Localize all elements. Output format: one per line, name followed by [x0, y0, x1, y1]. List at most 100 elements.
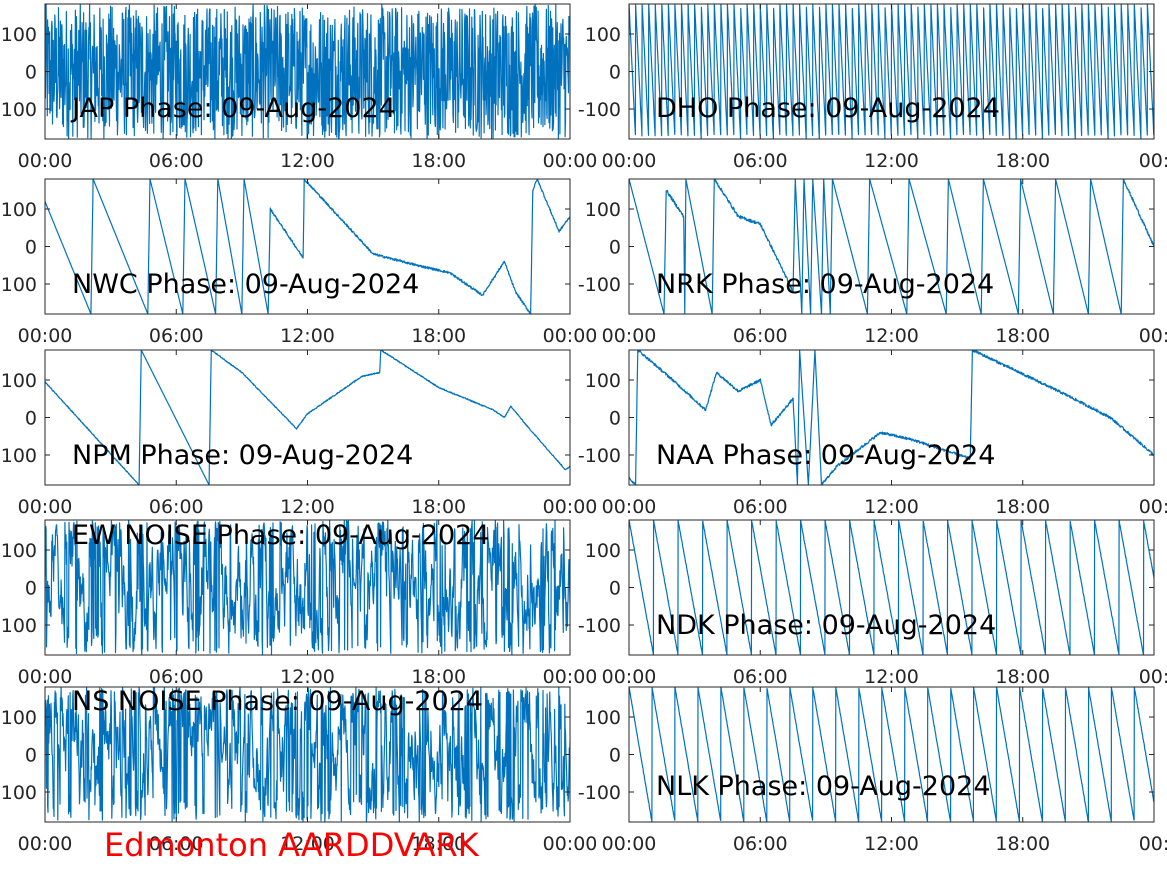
x-tick-label: 00:00 [602, 325, 657, 347]
panel-title: NS NOISE Phase: 09-Aug-2024 [72, 686, 483, 717]
x-tick-label: 18:00 [995, 833, 1050, 855]
y-tick-label: 0 [609, 578, 621, 600]
x-tick-label: 12:00 [864, 833, 919, 855]
x-tick-label: 00:00 [543, 496, 598, 518]
y-tick-label: -100 [578, 99, 621, 121]
y-tick-label: 0 [25, 408, 37, 430]
x-tick-label: 00:00 [602, 833, 657, 855]
x-tick-label: 18:00 [995, 496, 1050, 518]
panel-title: NLK Phase: 09-Aug-2024 [656, 771, 991, 802]
x-tick-label: 00:00 [543, 325, 598, 347]
panel-title: NPM Phase: 09-Aug-2024 [72, 440, 413, 471]
x-tick-label: 12:00 [280, 496, 335, 518]
x-tick-label: 06:00 [733, 150, 788, 172]
phase-trace [45, 520, 570, 655]
y-tick-label: -100 [578, 782, 621, 804]
y-tick-label: 0 [25, 237, 37, 259]
phase-trace [629, 179, 1154, 314]
panel-title: DHO Phase: 09-Aug-2024 [656, 93, 1000, 124]
y-tick-label: 100 [1, 707, 37, 729]
x-tick-label: 18:00 [995, 150, 1050, 172]
x-tick-label: 06:00 [149, 325, 204, 347]
x-tick-label: 00:00 [543, 833, 598, 855]
x-tick-label: 12:00 [864, 496, 919, 518]
phase-panel-9: 100 0 100 00:00 06:00 12:00 18:00 00:00 NS NOISE… [1, 686, 598, 855]
phase-trace [629, 520, 1154, 655]
x-tick-label: 06:00 [149, 496, 204, 518]
phase-trace [45, 687, 570, 822]
y-tick-label: 100 [1, 199, 37, 221]
y-tick-label: 0 [609, 62, 621, 84]
y-tick-label: -100 [578, 445, 621, 467]
phase-panel-4: 100 0 -100 00:00 06:00 12:00 18:00 00: NRK Phase… [578, 178, 1167, 347]
phase-panel-5: 100 0 100 00:00 06:00 12:00 18:00 00:00 NPM Phas… [1, 349, 598, 518]
phase-trace [629, 687, 1154, 822]
x-tick-label: 12:00 [280, 833, 335, 855]
phase-panel-8: 100 0 -100 00:00 06:00 12:00 18:00 00: NDK Phase… [578, 519, 1167, 688]
x-tick-label: 18:00 [995, 325, 1050, 347]
phase-panel-7: 100 0 100 00:00 06:00 12:00 18:00 00:00 EW NOISE… [1, 519, 598, 688]
x-tick-label: 00:00 [18, 496, 73, 518]
y-tick-label: 0 [25, 745, 37, 767]
y-tick-label: 100 [1, 615, 37, 637]
x-tick-label: 12:00 [280, 325, 335, 347]
x-tick-label: 00:00 [18, 325, 73, 347]
y-tick-label: 100 [585, 707, 621, 729]
x-tick-label: 18:00 [411, 666, 466, 688]
phase-panel-1: 100 0 100 00:00 06:00 12:00 18:00 00:00 JAP Phas… [1, 3, 598, 172]
x-tick-label: 18:00 [411, 496, 466, 518]
station-label: Edmonton AARDDVARK [104, 826, 479, 864]
phase-panel-2: 100 0 -100 00:00 06:00 12:00 18:00 00: DHO Phase… [578, 3, 1167, 172]
x-tick-label: 00:00 [602, 666, 657, 688]
x-tick-label: 00: [1139, 833, 1167, 855]
x-tick-label: 12:00 [280, 150, 335, 172]
x-tick-label: 06:00 [149, 666, 204, 688]
x-tick-label: 00:00 [543, 150, 598, 172]
phase-panel-10: 100 0 -100 00:00 06:00 12:00 18:00 00: NLK Phase… [578, 686, 1167, 855]
y-tick-label: 0 [609, 745, 621, 767]
x-tick-label: 00:00 [18, 150, 73, 172]
y-tick-label: -100 [578, 615, 621, 637]
phase-panel-3: 100 0 100 00:00 06:00 12:00 18:00 00:00 NWC Phas… [1, 178, 598, 347]
x-tick-label: 06:00 [733, 833, 788, 855]
y-tick-label: 0 [25, 578, 37, 600]
x-tick-label: 00: [1139, 666, 1167, 688]
y-tick-label: 100 [1, 274, 37, 296]
x-tick-label: 06:00 [149, 833, 204, 855]
x-tick-label: 12:00 [280, 666, 335, 688]
x-tick-label: 00: [1139, 496, 1167, 518]
x-tick-label: 18:00 [411, 150, 466, 172]
panel-title: JAP Phase: 09-Aug-2024 [70, 93, 396, 124]
x-tick-label: 18:00 [411, 833, 466, 855]
x-tick-label: 18:00 [995, 666, 1050, 688]
phase-trace [629, 4, 1154, 139]
phase-trace [45, 350, 570, 485]
y-tick-label: 0 [609, 237, 621, 259]
phase-panel-6: 100 0 -100 00:00 06:00 12:00 18:00 00: NAA Phase… [578, 349, 1167, 518]
y-tick-label: 100 [1, 370, 37, 392]
y-tick-label: 100 [585, 24, 621, 46]
y-tick-label: 100 [1, 445, 37, 467]
y-tick-label: 100 [1, 782, 37, 804]
x-tick-label: 00: [1139, 150, 1167, 172]
panel-title: NWC Phase: 09-Aug-2024 [72, 269, 419, 300]
x-tick-label: 06:00 [733, 496, 788, 518]
x-tick-label: 00: [1139, 325, 1167, 347]
y-tick-label: 100 [585, 199, 621, 221]
x-tick-label: 00:00 [18, 666, 73, 688]
x-tick-label: 00:00 [543, 666, 598, 688]
y-tick-label: 100 [1, 24, 37, 46]
x-tick-label: 00:00 [602, 150, 657, 172]
x-tick-label: 12:00 [864, 666, 919, 688]
x-tick-label: 12:00 [864, 150, 919, 172]
x-tick-label: 06:00 [733, 325, 788, 347]
x-tick-label: 18:00 [411, 325, 466, 347]
panel-title: NDK Phase: 09-Aug-2024 [656, 610, 996, 641]
phase-trace [629, 350, 1154, 485]
y-tick-label: 100 [585, 540, 621, 562]
panel-title: NRK Phase: 09-Aug-2024 [656, 269, 994, 300]
y-tick-label: 100 [585, 370, 621, 392]
y-tick-label: 100 [1, 99, 37, 121]
y-tick-label: 0 [609, 408, 621, 430]
